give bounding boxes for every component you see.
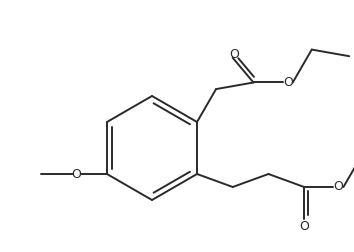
Text: O: O — [283, 76, 293, 89]
Text: O: O — [299, 220, 309, 233]
Text: O: O — [229, 48, 239, 61]
Text: O: O — [72, 168, 81, 180]
Text: O: O — [333, 180, 343, 194]
